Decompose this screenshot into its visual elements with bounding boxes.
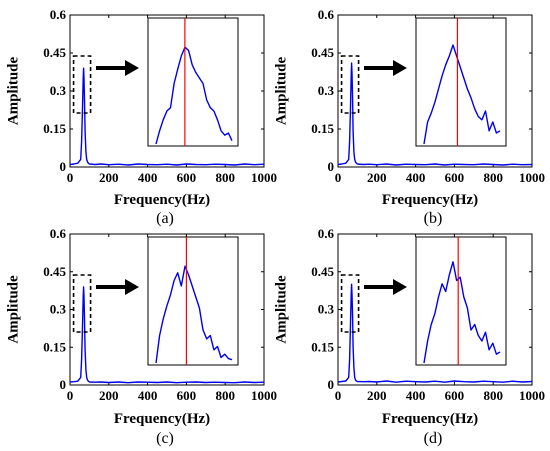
x-tick-label: 800 — [483, 170, 503, 185]
x-tick-label: 600 — [177, 170, 197, 185]
zoom-inset-line — [155, 46, 233, 145]
y-tick-label: 0.15 — [311, 121, 334, 136]
x-axis-label: Frequency(Hz) — [382, 192, 478, 208]
y-tick-label: 0.15 — [43, 121, 66, 136]
panel-2: 0 200 400 600 800 1000 0 0.15 0.3 0.45 0.6 Frequenc… — [273, 7, 545, 227]
arrow-head-icon — [393, 60, 407, 76]
y-tick-label: 0.45 — [43, 264, 66, 279]
x-tick-label: 400 — [406, 170, 426, 185]
spectrum-line — [337, 283, 533, 383]
y-tick-label: 0.45 — [311, 264, 334, 279]
y-tick-label: 0.3 — [318, 83, 335, 98]
y-tick-label: 0.15 — [43, 339, 66, 354]
x-tick-label: 200 — [99, 388, 119, 403]
y-tick-label: 0.6 — [50, 226, 67, 241]
spectrum-line — [69, 67, 265, 166]
y-tick-label: 0 — [328, 377, 335, 392]
x-tick-label: 400 — [138, 170, 158, 185]
x-axis-label: Frequency(Hz) — [382, 411, 478, 427]
zoom-inset-line — [423, 261, 501, 364]
x-tick-label: 1000 — [519, 388, 545, 403]
x-tick-label: 1000 — [251, 170, 277, 185]
x-axis-label: Frequency(Hz) — [114, 411, 210, 427]
zoom-inset-frame — [415, 17, 507, 147]
panel-caption: (d) — [424, 430, 443, 447]
x-tick-label: 800 — [483, 388, 503, 403]
zoom-inset-line — [155, 265, 233, 364]
zoom-region-box — [340, 55, 360, 114]
y-tick-label: 0.3 — [50, 302, 67, 317]
panel-3: 0 200 400 600 800 1000 0 0.15 0.3 0.45 0.6 Frequenc… — [5, 226, 277, 447]
zoom-region-box — [340, 274, 360, 333]
x-tick-label: 1000 — [251, 388, 277, 403]
x-tick-label: 400 — [406, 388, 426, 403]
y-tick-label: 0 — [328, 159, 335, 174]
y-axis-label: Amplitude — [273, 56, 289, 125]
y-tick-label: 0 — [60, 377, 67, 392]
arrow-head-icon — [125, 279, 139, 295]
x-tick-label: 0 — [67, 388, 74, 403]
x-tick-label: 400 — [138, 388, 158, 403]
x-tick-label: 800 — [215, 388, 235, 403]
x-tick-label: 0 — [67, 170, 74, 185]
panel-4: 0 200 400 600 800 1000 0 0.15 0.3 0.45 0.6 Frequenc… — [273, 226, 545, 447]
y-tick-label: 0 — [60, 159, 67, 174]
zoom-inset-frame — [415, 236, 507, 366]
panel-caption: (c) — [156, 430, 174, 447]
y-tick-label: 0.15 — [311, 339, 334, 354]
y-tick-label: 0.3 — [318, 302, 335, 317]
arrow-head-icon — [393, 279, 407, 295]
y-tick-label: 0.6 — [318, 7, 335, 22]
y-axis-label: Amplitude — [273, 275, 289, 344]
x-tick-label: 600 — [445, 170, 465, 185]
y-tick-label: 0.3 — [50, 83, 67, 98]
spectrum-line — [337, 62, 533, 166]
y-tick-label: 0.6 — [318, 226, 335, 241]
y-tick-label: 0.45 — [311, 45, 334, 60]
y-tick-label: 0.45 — [43, 45, 66, 60]
zoom-inset-frame — [147, 17, 239, 147]
zoom-inset-line — [423, 44, 501, 145]
x-axis-label: Frequency(Hz) — [114, 192, 210, 208]
x-tick-label: 600 — [445, 388, 465, 403]
x-tick-label: 1000 — [519, 170, 545, 185]
x-tick-label: 200 — [367, 388, 387, 403]
y-tick-label: 0.6 — [50, 7, 67, 22]
x-tick-label: 800 — [215, 170, 235, 185]
zoom-inset-frame — [147, 236, 239, 366]
x-tick-label: 600 — [177, 388, 197, 403]
zoom-region-box — [72, 55, 92, 114]
panel-1: 0 200 400 600 800 1000 0 0.15 0.3 0.45 0.6 Frequenc… — [5, 7, 277, 227]
panel-caption: (a) — [156, 210, 174, 227]
spectrum-line — [69, 286, 265, 384]
y-axis-label: Amplitude — [5, 275, 21, 344]
panel-caption: (b) — [424, 210, 443, 227]
x-tick-label: 0 — [335, 388, 342, 403]
x-tick-label: 200 — [367, 170, 387, 185]
arrow-head-icon — [125, 60, 139, 76]
x-tick-label: 200 — [99, 170, 119, 185]
x-tick-label: 0 — [335, 170, 342, 185]
y-axis-label: Amplitude — [5, 56, 21, 125]
zoom-region-box — [72, 274, 92, 333]
